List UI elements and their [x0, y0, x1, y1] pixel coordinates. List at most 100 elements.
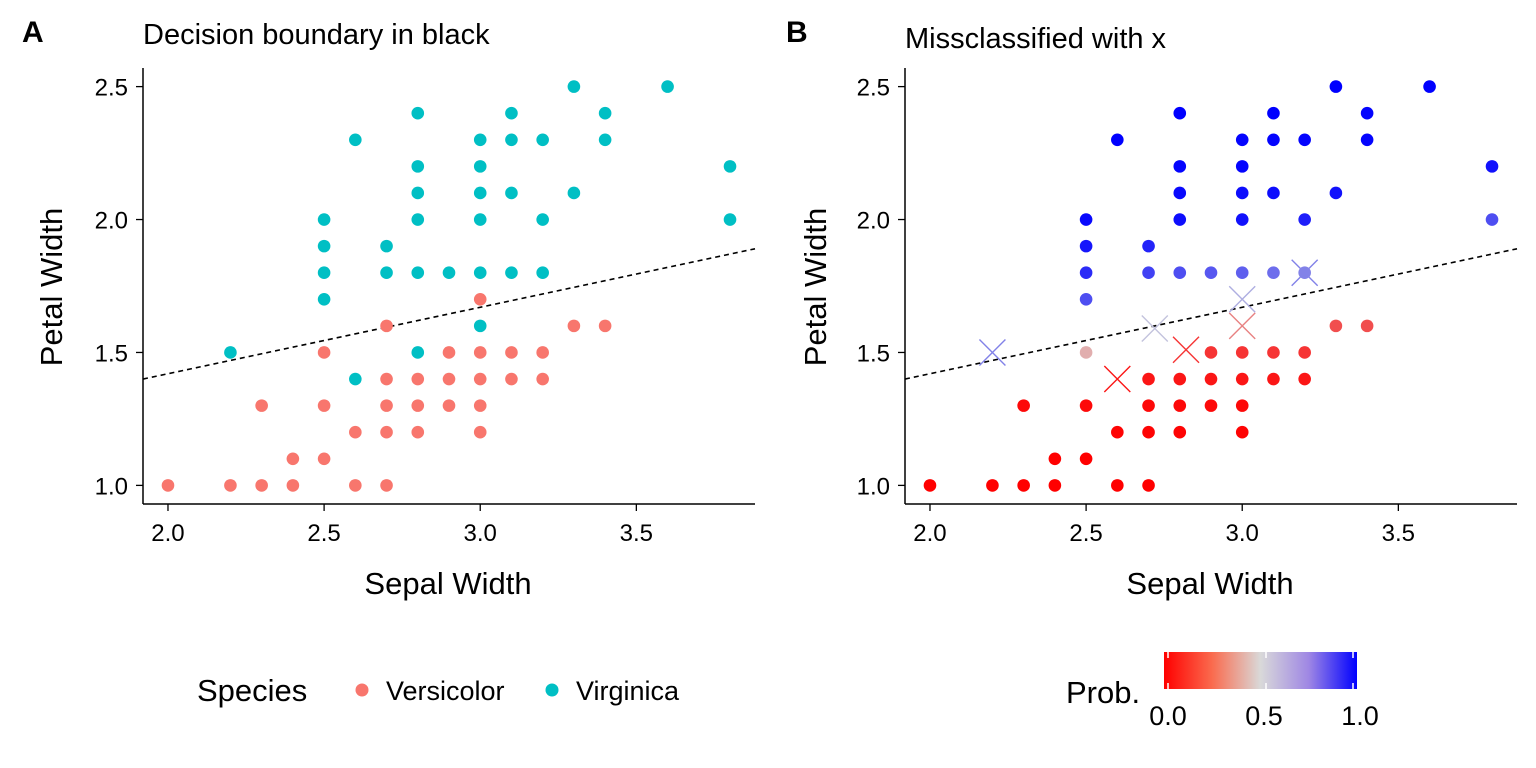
colorbar-tick-label-1: 1.0 [1341, 701, 1379, 731]
colorbar-tick-label-05: 0.5 [1245, 701, 1283, 731]
y-tick-label: 1.0 [857, 473, 890, 500]
point-versicolor [411, 425, 425, 439]
point-versicolor [380, 319, 393, 333]
point-versicolor [161, 479, 175, 492]
point [1204, 399, 1218, 412]
point [1235, 346, 1249, 359]
point [1173, 106, 1187, 120]
panel-a-y-axis-label: Petal Width [34, 208, 69, 367]
point-virginica [317, 266, 331, 280]
panel-b-title: Missclassified with x [905, 23, 1167, 55]
misclassified-x-marker [1103, 365, 1131, 393]
point-versicolor [536, 372, 549, 386]
point [1235, 160, 1249, 173]
point [1173, 399, 1187, 412]
point-virginica [536, 266, 549, 280]
point-versicolor [255, 479, 268, 492]
x-tick-label: 2.0 [151, 520, 184, 547]
point [1298, 213, 1311, 226]
point-virginica [473, 213, 487, 226]
point-versicolor [442, 372, 456, 386]
point [1173, 186, 1187, 200]
point-versicolor [286, 479, 300, 492]
point-virginica [723, 213, 737, 226]
point-virginica [661, 80, 674, 93]
point [1235, 425, 1249, 439]
misclassified-x-marker [1172, 336, 1200, 364]
point-versicolor [442, 346, 456, 359]
point [1204, 266, 1218, 280]
point-versicolor [380, 372, 393, 386]
point [1048, 479, 1062, 492]
point [1235, 213, 1249, 226]
point-versicolor [473, 399, 487, 412]
point [1173, 160, 1187, 173]
point [1111, 479, 1124, 492]
point-virginica [473, 160, 487, 173]
point [1111, 425, 1124, 439]
colorbar-gradient [1164, 652, 1357, 689]
panel-b-label: B [786, 16, 808, 49]
panel-a-plot-area: 2.0 2.5 3.0 3.5 1.0 1.5 2.0 2.5 [95, 68, 756, 547]
point-virginica [380, 239, 393, 253]
point-versicolor [567, 319, 581, 333]
point [1079, 266, 1093, 280]
point-versicolor [411, 372, 425, 386]
point-versicolor [380, 425, 393, 439]
point-versicolor [473, 372, 487, 386]
point-versicolor [505, 346, 518, 359]
point [1360, 133, 1374, 147]
point-versicolor [255, 399, 268, 412]
x-tick-label: 3.0 [1226, 520, 1259, 547]
point [1298, 133, 1311, 147]
point-virginica [411, 213, 425, 226]
point [1048, 452, 1062, 466]
panel-a-legend: Species Versicolor Virginica [197, 673, 680, 708]
point [1329, 80, 1343, 93]
point-versicolor [411, 399, 425, 412]
legend-label-versicolor: Versicolor [386, 676, 505, 706]
point-virginica [473, 266, 487, 280]
point [1079, 399, 1093, 412]
point [1235, 186, 1249, 200]
point-virginica [505, 106, 518, 120]
point [1485, 213, 1499, 226]
point [1267, 266, 1280, 280]
point [1079, 213, 1093, 226]
point-versicolor [317, 452, 331, 466]
x-tick-label: 3.5 [1382, 520, 1415, 547]
y-tick-label: 2.0 [857, 208, 890, 235]
point [1173, 372, 1187, 386]
x-tick-label: 2.5 [1069, 520, 1102, 547]
point-virginica [442, 266, 456, 280]
point-virginica [411, 106, 425, 120]
point-versicolor [224, 479, 237, 492]
point [1360, 319, 1374, 333]
point-versicolor [473, 292, 487, 306]
point [923, 479, 937, 492]
point [1267, 372, 1280, 386]
point [1235, 133, 1249, 147]
point [1173, 425, 1187, 439]
y-tick-label: 1.0 [95, 473, 128, 500]
point-virginica [536, 213, 549, 226]
misclassified-x-marker [1291, 259, 1319, 287]
point [1142, 479, 1155, 492]
point [1329, 319, 1343, 333]
panel-a: A Decision boundary in black 2.0 2.5 3.0 3.… [22, 16, 756, 708]
x-tick-label: 3.0 [464, 520, 497, 547]
panel-b-colorbar-legend: Prob. 0.0 0.5 1.0 [1066, 652, 1379, 731]
point-virginica [411, 266, 425, 280]
point [1142, 372, 1155, 386]
panel-b-y-axis-label: Petal Width [798, 208, 833, 367]
y-tick-label: 2.0 [95, 208, 128, 235]
misclassified-x-marker [978, 338, 1006, 366]
panel-a-title: Decision boundary in black [143, 19, 490, 51]
point-virginica [505, 133, 518, 147]
point [1423, 80, 1436, 93]
point [1298, 346, 1311, 359]
point [1142, 399, 1155, 412]
point-versicolor [473, 425, 487, 439]
x-tick-label: 2.5 [307, 520, 340, 547]
